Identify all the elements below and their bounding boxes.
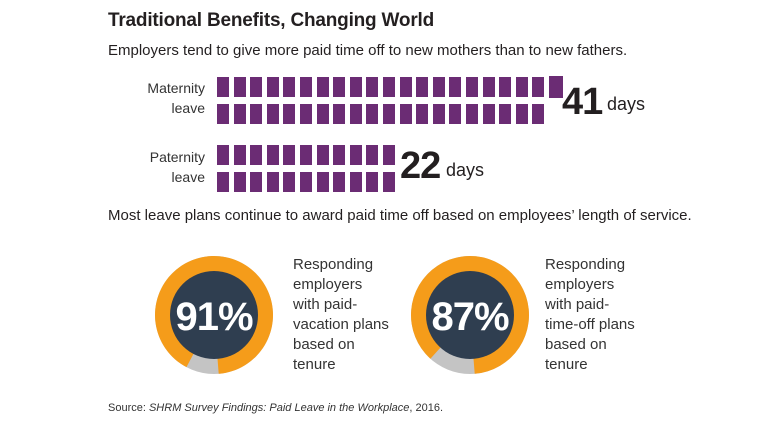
day-block (549, 76, 563, 98)
day-block (482, 77, 495, 97)
day-block (233, 145, 246, 165)
day-block (366, 172, 379, 192)
day-block (499, 104, 512, 124)
day-block (233, 172, 246, 192)
donut-description-pto: Responding employers with paid- time-off… (545, 256, 635, 373)
day-block (349, 145, 362, 165)
day-block (416, 104, 429, 124)
paternity-label-line-2: leave (171, 169, 205, 185)
day-block (432, 77, 445, 97)
day-block (482, 104, 495, 124)
day-block (266, 145, 279, 165)
day-block (466, 104, 478, 124)
day-block (383, 172, 395, 192)
day-block (366, 104, 379, 124)
day-block (233, 104, 246, 124)
day-block (316, 104, 329, 124)
donut-chart-pto: 87% (410, 255, 529, 374)
section-heading: Most leave plans continue to award paid … (108, 207, 692, 224)
day-block (266, 77, 279, 97)
day-block (300, 145, 312, 165)
day-block (399, 77, 412, 97)
day-block (300, 77, 312, 97)
day-block (266, 104, 279, 124)
chart-title: Traditional Benefits, Changing World (108, 10, 435, 31)
source-suffix: , 2016. (409, 402, 444, 414)
maternity-label-line-2: leave (171, 100, 205, 116)
day-block (399, 104, 412, 124)
paternity-unit: days (446, 160, 485, 180)
donut-center (170, 271, 258, 359)
day-block (366, 77, 379, 97)
day-block (217, 104, 229, 124)
day-block (432, 104, 445, 124)
day-block (283, 77, 296, 97)
maternity-label-line-1: Maternity (147, 80, 205, 96)
donut-center (426, 271, 514, 359)
day-block (300, 172, 312, 192)
day-block (217, 77, 229, 97)
maternity-label: Maternity leave (100, 78, 205, 118)
day-block (250, 145, 263, 165)
day-block (449, 77, 462, 97)
maternity-value: 41 (562, 81, 603, 123)
day-block (283, 145, 296, 165)
day-block (532, 104, 545, 124)
day-block (316, 172, 329, 192)
day-block (283, 104, 296, 124)
day-block (316, 145, 329, 165)
maternity-unit: days (607, 94, 646, 114)
day-block (515, 77, 528, 97)
source-prefix: Source: (108, 402, 149, 414)
day-block (217, 145, 229, 165)
day-block (416, 77, 429, 97)
day-block (383, 104, 395, 124)
day-block (499, 77, 512, 97)
day-block (283, 172, 296, 192)
day-block (333, 172, 346, 192)
day-block (366, 145, 379, 165)
day-block (217, 172, 229, 192)
day-block (449, 104, 462, 124)
chart-subtitle: Employers tend to give more paid time of… (108, 42, 628, 59)
day-block (300, 104, 312, 124)
day-block (515, 104, 528, 124)
day-block (333, 145, 346, 165)
day-block (383, 145, 395, 165)
day-block (383, 77, 395, 97)
day-block (250, 77, 263, 97)
source-note: Source: SHRM Survey Findings: Paid Leave… (108, 402, 443, 414)
day-block (532, 77, 545, 97)
paternity-label-line-1: Paternity (149, 149, 205, 165)
day-block (349, 172, 362, 192)
paternity-label: Paternity leave (100, 147, 205, 187)
day-block (349, 77, 362, 97)
donut-chart-vacation: 91% (155, 255, 274, 374)
day-block (266, 172, 279, 192)
day-block (316, 77, 329, 97)
day-block (250, 172, 263, 192)
source-title: SHRM Survey Findings: Paid Leave in the … (148, 402, 410, 414)
day-block (349, 104, 362, 124)
day-block (333, 77, 346, 97)
day-block (466, 77, 478, 97)
day-block (333, 104, 346, 124)
day-block (233, 77, 246, 97)
donut-value-label: 87% (431, 295, 508, 339)
donut-value-label: 91% (175, 295, 252, 339)
day-block (250, 104, 263, 124)
paternity-value: 22 (400, 145, 441, 187)
donut-description-vacation: Responding employers with paid- vacation… (293, 256, 389, 373)
